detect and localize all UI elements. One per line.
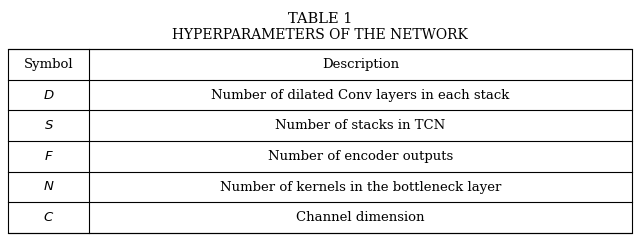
Text: Number of encoder outputs: Number of encoder outputs	[268, 150, 453, 163]
Text: TABLE 1: TABLE 1	[288, 12, 352, 26]
Text: Number of kernels in the bottleneck layer: Number of kernels in the bottleneck laye…	[220, 181, 501, 193]
Text: Number of dilated Conv layers in each stack: Number of dilated Conv layers in each st…	[211, 88, 509, 101]
Text: Number of stacks in TCN: Number of stacks in TCN	[275, 119, 445, 132]
Bar	[8, 49, 632, 233]
Text: $N$: $N$	[43, 181, 54, 193]
Text: Description: Description	[322, 58, 399, 71]
Text: HYPERPARAMETERS OF THE NETWORK: HYPERPARAMETERS OF THE NETWORK	[172, 28, 468, 42]
Text: $C$: $C$	[43, 211, 54, 224]
Text: $F$: $F$	[44, 150, 54, 163]
Text: Symbol: Symbol	[24, 58, 74, 71]
Text: $D$: $D$	[43, 88, 54, 101]
Text: Channel dimension: Channel dimension	[296, 211, 425, 224]
Text: $S$: $S$	[44, 119, 54, 132]
